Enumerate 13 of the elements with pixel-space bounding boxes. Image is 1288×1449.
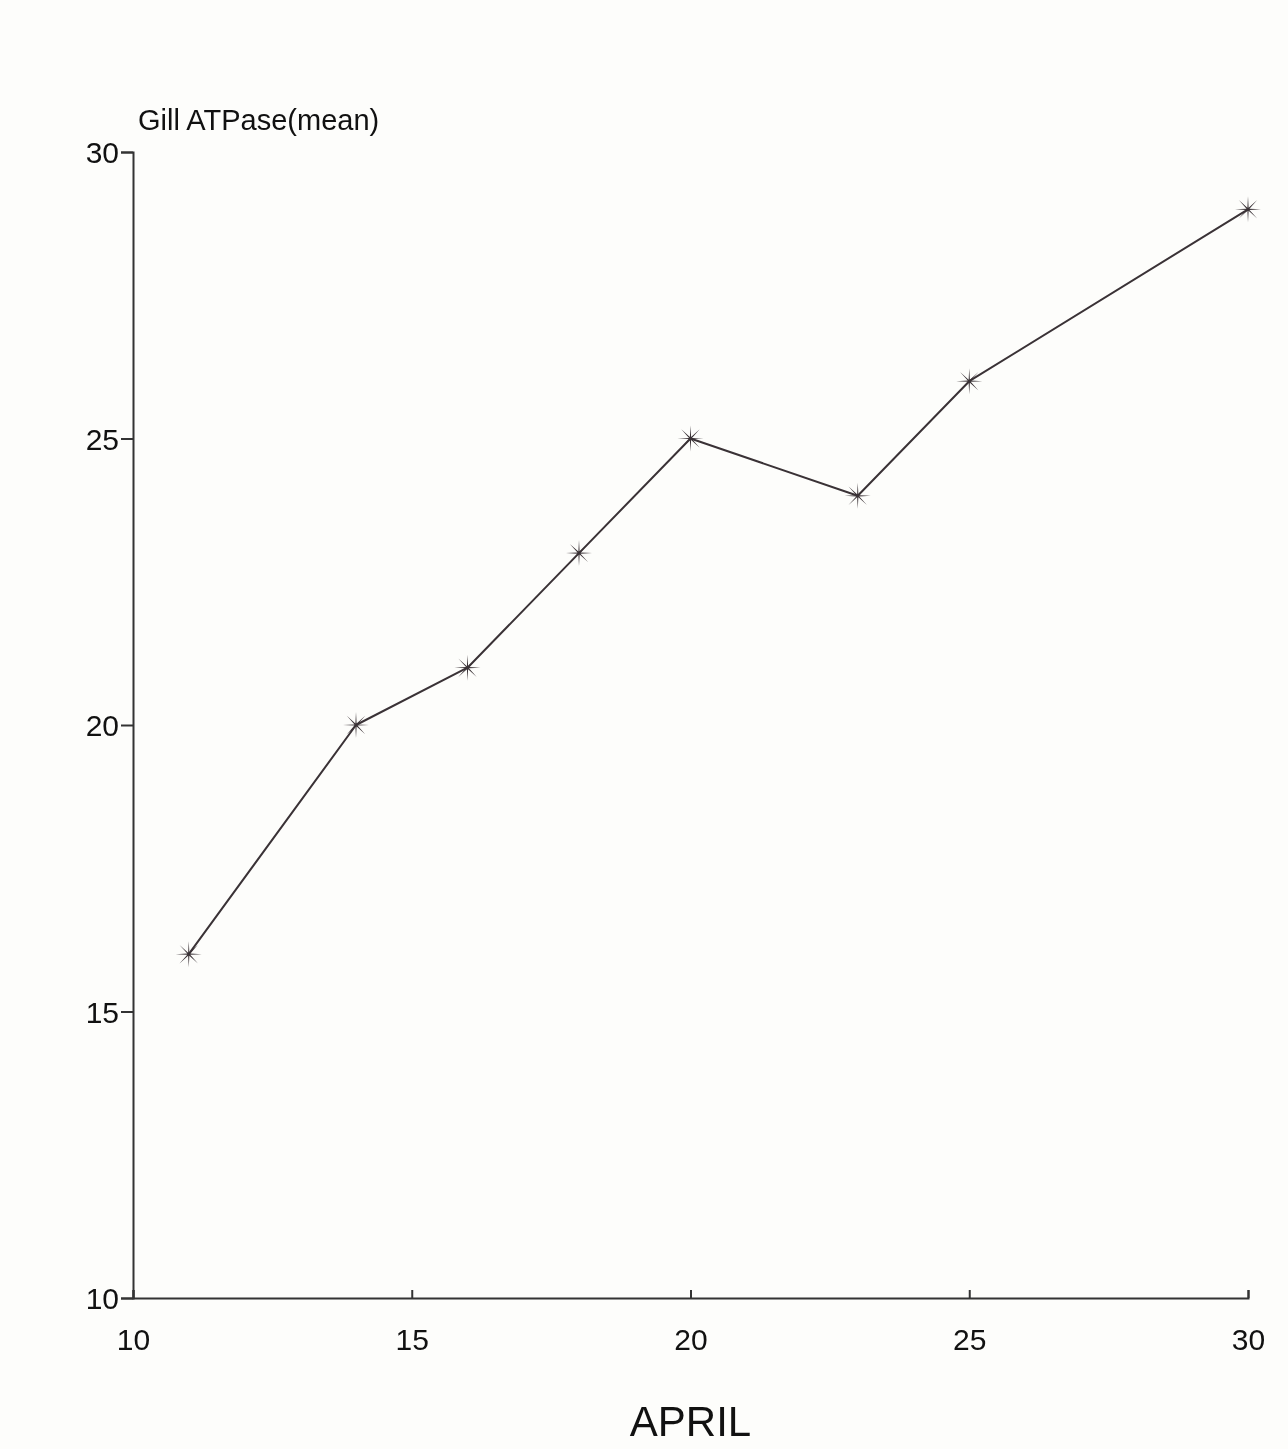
y-tick-label: 20	[85, 709, 119, 742]
y-tick-label: 10	[85, 1282, 119, 1315]
x-tick-label: 10	[116, 1323, 151, 1356]
y-axis-title: Gill ATPase(mean)	[138, 104, 380, 136]
x-tick-label: 20	[674, 1323, 708, 1356]
x-tick-label: 15	[395, 1323, 429, 1356]
x-axis-title: APRIL	[629, 1398, 752, 1445]
x-tick-label: 30	[1231, 1323, 1266, 1356]
x-tick-label: 25	[953, 1323, 987, 1356]
y-tick-label: 25	[85, 422, 119, 456]
y-tick-label: 15	[85, 995, 119, 1029]
point	[677, 425, 704, 452]
y-tick-label: 30	[85, 136, 119, 169]
